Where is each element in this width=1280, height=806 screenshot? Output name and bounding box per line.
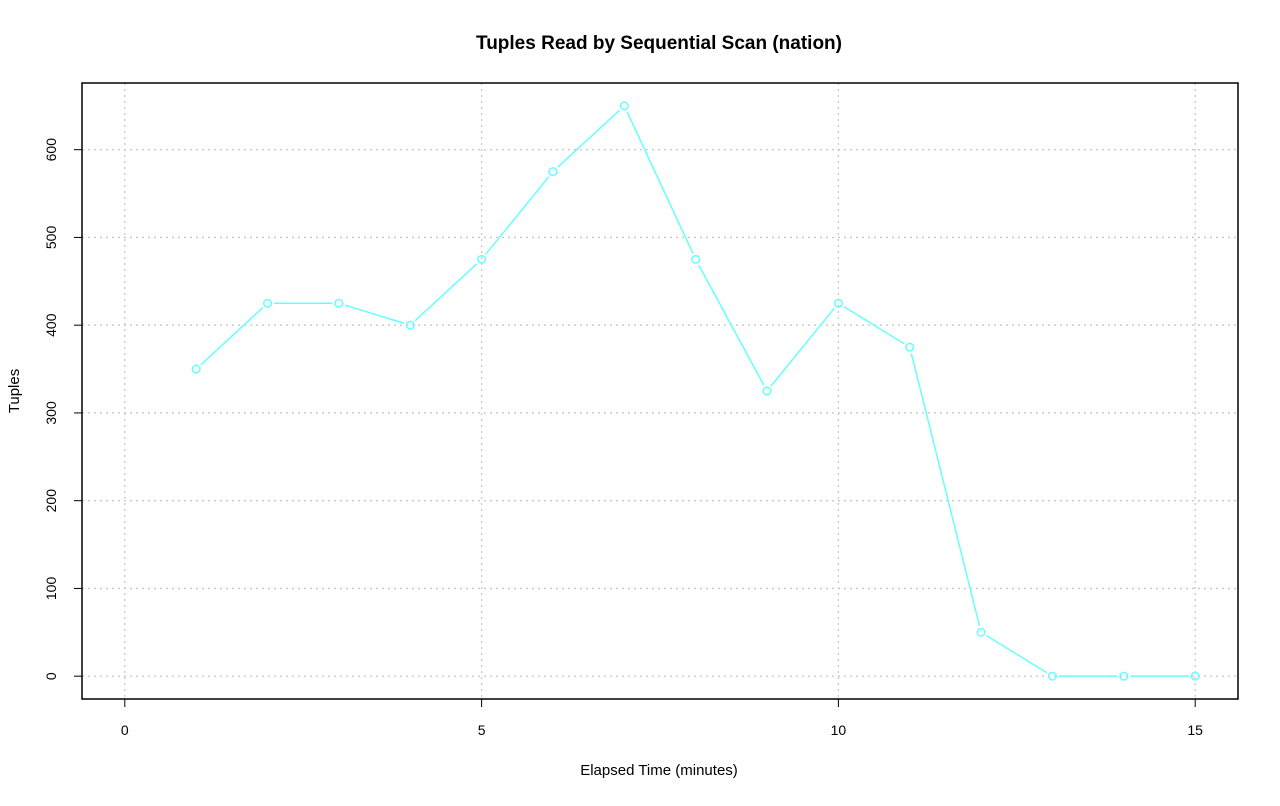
data-point	[334, 298, 344, 308]
grid-lines	[82, 83, 1238, 699]
y-tick-label: 400	[43, 313, 59, 337]
series-line-segment	[698, 264, 765, 386]
series-line-segment	[986, 635, 1048, 674]
data-point	[619, 101, 629, 111]
series-line-segment	[557, 109, 621, 168]
plot-frame	[81, 82, 1239, 700]
y-tick-label: 600	[43, 138, 59, 162]
x-tick-label: 15	[1187, 722, 1203, 738]
data-point	[548, 167, 558, 177]
axes: 0 5 10 15 0 100 200 300 400 500 600	[43, 138, 1203, 738]
data-point	[262, 298, 273, 308]
y-tick-label: 300	[43, 401, 59, 425]
series-line-segment	[626, 111, 694, 254]
data-point	[691, 254, 701, 264]
series-line-segment	[344, 304, 405, 324]
data-point	[1047, 671, 1058, 681]
data-point	[477, 254, 487, 264]
data-point	[762, 386, 772, 396]
series-line-segment	[414, 263, 478, 322]
series-line-segment	[843, 306, 905, 345]
data-point	[833, 298, 843, 308]
data-point	[1119, 671, 1129, 681]
series-line-segment	[485, 176, 550, 255]
y-tick-label: 100	[43, 577, 59, 601]
x-axis-label: Elapsed Time (minutes)	[580, 762, 738, 779]
data-point	[976, 627, 986, 637]
series-layer	[191, 101, 1200, 681]
y-tick-label: 0	[43, 672, 59, 680]
chart-title: Tuples Read by Sequential Scan (nation)	[476, 33, 842, 54]
data-point	[191, 364, 201, 374]
series-line-segment	[910, 353, 981, 627]
series-line-segment	[770, 307, 835, 387]
x-tick-label: 0	[121, 722, 129, 738]
x-tick-label: 5	[478, 722, 486, 738]
series-line-segment	[200, 307, 264, 366]
data-point	[405, 320, 415, 330]
data-point	[1190, 671, 1200, 681]
y-tick-label: 500	[43, 226, 59, 250]
x-tick-label: 10	[831, 722, 847, 738]
data-point	[905, 342, 915, 352]
y-tick-label: 200	[43, 489, 59, 513]
y-axis-label: Tuples	[6, 369, 23, 413]
